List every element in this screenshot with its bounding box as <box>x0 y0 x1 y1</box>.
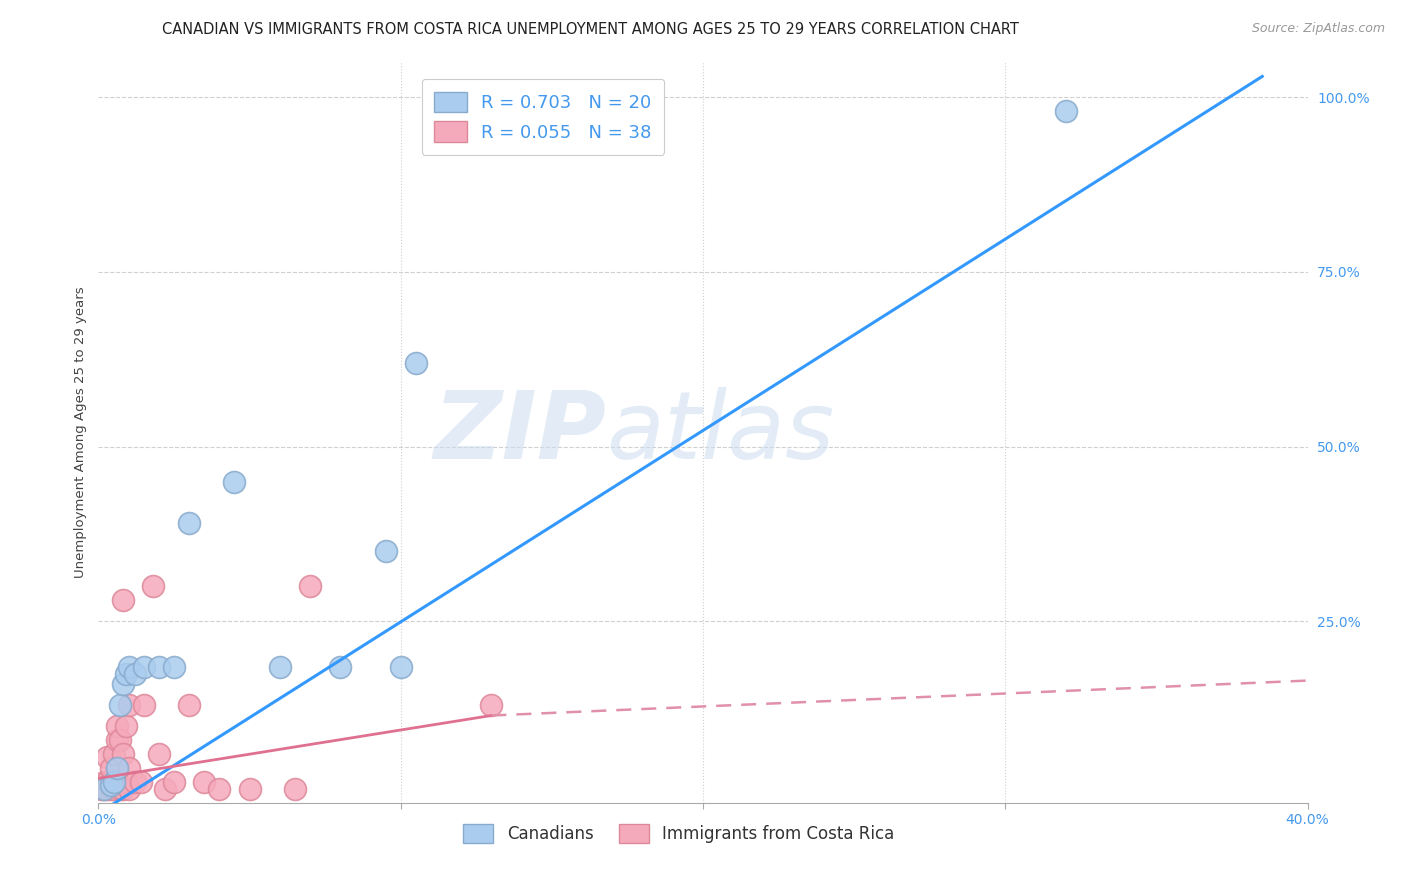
Point <box>163 775 186 789</box>
Legend: Canadians, Immigrants from Costa Rica: Canadians, Immigrants from Costa Rica <box>457 817 901 850</box>
Point <box>105 733 128 747</box>
Point <box>224 475 246 489</box>
Point <box>124 666 146 681</box>
Point <box>108 781 131 796</box>
Point <box>108 698 131 712</box>
Text: Source: ZipAtlas.com: Source: ZipAtlas.com <box>1251 22 1385 36</box>
Point <box>111 781 134 796</box>
Point <box>114 775 136 789</box>
Point <box>103 775 125 789</box>
Point <box>405 356 427 370</box>
Point <box>163 659 186 673</box>
Point <box>124 775 146 789</box>
Point <box>374 544 396 558</box>
Point <box>284 781 307 796</box>
Point <box>103 781 125 796</box>
Point <box>153 781 176 796</box>
Point <box>132 659 155 673</box>
Point <box>111 747 134 761</box>
Point <box>118 781 141 796</box>
Point <box>105 719 128 733</box>
Point <box>114 719 136 733</box>
Point <box>111 677 134 691</box>
Point <box>132 698 155 712</box>
Point <box>118 698 141 712</box>
Point <box>239 781 262 796</box>
Point <box>269 659 291 673</box>
Point <box>90 781 112 796</box>
Point <box>118 659 141 673</box>
Point <box>103 775 125 789</box>
Point <box>148 747 170 761</box>
Point <box>100 775 122 789</box>
Point <box>96 775 118 789</box>
Point <box>111 593 134 607</box>
Point <box>103 747 125 761</box>
Point <box>193 775 215 789</box>
Point <box>96 750 118 764</box>
Point <box>114 666 136 681</box>
Text: ZIP: ZIP <box>433 386 606 479</box>
Point <box>93 781 115 796</box>
Point <box>96 781 118 796</box>
Point <box>93 775 115 789</box>
Point <box>1054 104 1077 119</box>
Point <box>108 733 131 747</box>
Point <box>105 761 128 775</box>
Point <box>481 698 503 712</box>
Point <box>389 659 412 673</box>
Text: atlas: atlas <box>606 387 835 478</box>
Point <box>179 698 201 712</box>
Point <box>329 659 352 673</box>
Point <box>208 781 231 796</box>
Point <box>179 516 201 531</box>
Point <box>100 761 122 775</box>
Y-axis label: Unemployment Among Ages 25 to 29 years: Unemployment Among Ages 25 to 29 years <box>75 287 87 578</box>
Point <box>129 775 152 789</box>
Text: CANADIAN VS IMMIGRANTS FROM COSTA RICA UNEMPLOYMENT AMONG AGES 25 TO 29 YEARS CO: CANADIAN VS IMMIGRANTS FROM COSTA RICA U… <box>162 22 1019 37</box>
Point <box>100 778 122 792</box>
Point <box>299 579 322 593</box>
Point <box>148 659 170 673</box>
Point <box>118 761 141 775</box>
Point <box>93 781 115 796</box>
Point <box>142 579 165 593</box>
Point <box>100 781 122 796</box>
